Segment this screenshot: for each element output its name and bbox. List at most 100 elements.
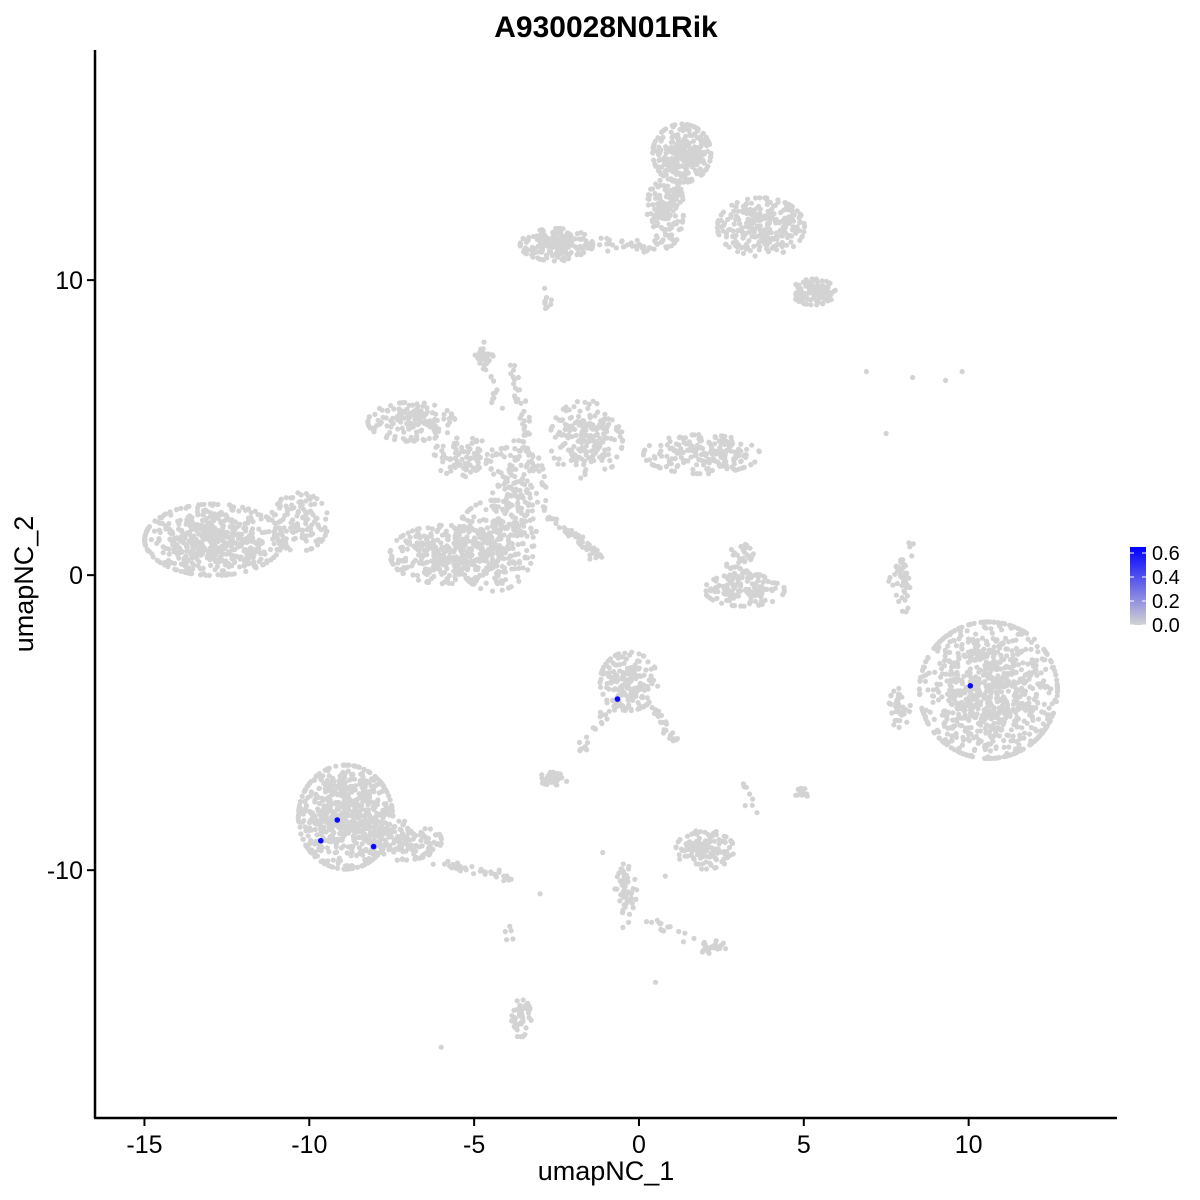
cell-point: [263, 529, 269, 535]
cell-point: [1028, 639, 1035, 645]
cell-point: [721, 220, 728, 226]
cell-point: [388, 424, 394, 430]
cell-point: [236, 508, 242, 514]
cell-point: [748, 595, 754, 601]
cell-point: [248, 545, 254, 551]
cell-point: [1008, 727, 1015, 733]
cell-point: [312, 854, 318, 860]
cell-point: [712, 587, 718, 594]
cell-point: [154, 540, 160, 547]
cell-point: [645, 659, 651, 665]
cell-point: [299, 793, 305, 800]
cell-point: [571, 404, 577, 410]
cell-point: [965, 649, 971, 655]
cell-point: [1004, 653, 1010, 659]
cell-point: [431, 573, 437, 580]
cell-point: [500, 519, 506, 525]
cell-point: [939, 694, 945, 700]
cell-point: [581, 250, 587, 256]
cell-point: [184, 544, 190, 551]
cell-point: [522, 518, 529, 525]
cell-point: [701, 461, 707, 467]
cell-point: [734, 244, 740, 250]
cell-point: [1026, 695, 1032, 701]
cell-point: [686, 439, 693, 445]
cell-point: [469, 440, 475, 446]
cell-point: [422, 570, 428, 577]
cell-point: [1035, 700, 1041, 706]
cell-point: [666, 435, 672, 441]
cell-point: [646, 699, 652, 705]
cell-point: [1043, 666, 1049, 673]
cell-point: [731, 603, 738, 609]
cell-point: [667, 235, 673, 241]
cell-point: [1007, 657, 1013, 663]
cell-point: [446, 580, 452, 586]
cell-point: [646, 196, 652, 202]
cell-point: [426, 541, 432, 548]
cell-point: [457, 523, 463, 530]
cell-point: [991, 683, 997, 690]
cell-point: [981, 646, 987, 652]
cell-point: [690, 466, 696, 473]
cell-point: [586, 401, 592, 407]
cell-point: [820, 300, 826, 306]
cell-point: [527, 495, 533, 501]
cell-point: [434, 443, 440, 449]
cell-point: [1030, 663, 1037, 670]
cell-point: [966, 732, 972, 738]
cell-point: [195, 512, 201, 518]
cell-point: [518, 530, 524, 536]
cell-point: [253, 540, 260, 547]
cell-point: [215, 560, 221, 566]
cell-point: [645, 202, 652, 208]
cell-point: [652, 191, 658, 197]
cell-point: [1020, 676, 1026, 682]
cell-point: [413, 433, 420, 439]
cell-point: [710, 597, 716, 603]
cell-point: [173, 507, 180, 513]
cell-point: [987, 733, 993, 739]
cell-point: [550, 239, 556, 245]
cell-point: [663, 167, 669, 173]
cell-point: [729, 202, 735, 208]
cell-point: [751, 243, 757, 249]
cell-point: [469, 561, 475, 568]
cell-point: [714, 595, 720, 602]
cell-point: [469, 518, 475, 525]
cell-point: [646, 443, 653, 449]
cell-point: [503, 508, 509, 514]
cell-point: [991, 720, 997, 727]
cell-point: [587, 412, 593, 418]
cell-point: [526, 234, 532, 240]
cell-point: [386, 793, 392, 799]
cell-point: [296, 499, 302, 505]
cell-point: [957, 749, 963, 755]
cell-point: [597, 435, 603, 441]
cell-point: [453, 556, 459, 562]
cell-point: [762, 597, 768, 603]
cell-point: [614, 662, 620, 668]
cell-point: [728, 434, 734, 440]
cell-point: [932, 730, 938, 736]
cell-point: [1012, 746, 1019, 752]
cell-point: [767, 236, 773, 242]
cell-point: [206, 525, 212, 532]
cell-point: [592, 413, 598, 419]
cell-point: [600, 671, 606, 677]
cell-point: [773, 233, 780, 239]
cell-point: [669, 123, 675, 129]
cell-point: [947, 672, 953, 678]
cell-point: [977, 656, 983, 663]
cell-point: [672, 213, 679, 219]
cell-point: [435, 428, 442, 434]
cell-point: [968, 752, 975, 759]
cell-point: [465, 577, 471, 584]
cell-point: [541, 482, 547, 488]
cell-point: [975, 683, 981, 689]
cell-point: [496, 483, 502, 489]
cell-point: [968, 725, 974, 731]
cell-point: [789, 213, 795, 219]
cell-point: [512, 446, 518, 452]
cell-point: [643, 457, 650, 463]
